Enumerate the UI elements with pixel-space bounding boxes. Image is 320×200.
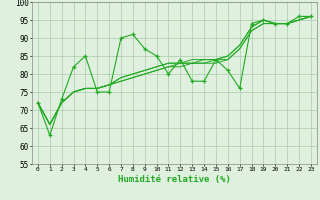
- X-axis label: Humidité relative (%): Humidité relative (%): [118, 175, 231, 184]
